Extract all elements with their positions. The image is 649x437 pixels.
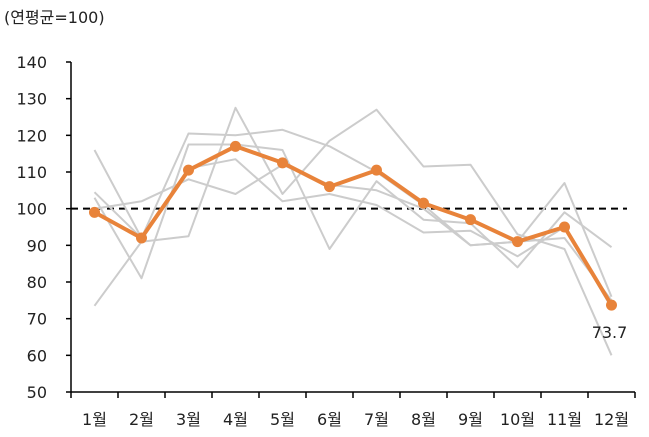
background-series-layer	[93, 106, 613, 356]
main-series-point-6	[324, 181, 335, 193]
background-series-line-1	[93, 128, 613, 298]
y-tick-label-120: 120	[16, 126, 47, 145]
y-tick-label-50: 50	[27, 383, 47, 402]
background-series-line-3	[93, 143, 613, 280]
main-series-point-2	[136, 232, 147, 244]
axis-layer	[66, 61, 636, 398]
main-series-point-5	[277, 157, 288, 169]
y-tick-label-80: 80	[27, 273, 47, 292]
x-tick-label-8: 8월	[411, 410, 436, 429]
main-series-end-label: 73.7	[592, 323, 628, 342]
main-series-point-1	[89, 206, 100, 218]
x-tick-label-5: 5월	[270, 410, 295, 429]
main-series-point-12	[606, 299, 617, 311]
y-tick-label-90: 90	[27, 236, 47, 255]
y-tick-label-60: 60	[27, 346, 47, 365]
x-tick-label-9: 9월	[458, 410, 483, 429]
x-tick-label-7: 7월	[364, 410, 389, 429]
main-series-point-4	[230, 140, 241, 152]
main-series-point-11	[559, 221, 570, 233]
y-tick-label-140: 140	[16, 53, 47, 72]
x-tick-label-3: 3월	[176, 410, 201, 429]
background-series-line-2	[93, 106, 613, 356]
main-series-point-7	[371, 164, 382, 176]
main-series-point-9	[465, 214, 476, 226]
x-tick-label-12: 12월	[594, 410, 629, 429]
y-tick-label-100: 100	[16, 200, 47, 219]
main-series-layer	[89, 140, 617, 311]
x-tick-label-1: 1월	[82, 410, 107, 429]
y-tick-label-110: 110	[16, 163, 47, 182]
label-layer: 50 60 70 80 90 100 110 120 130 140 1월 2월 3월 4월 5월 6월 7월 8…	[16, 53, 629, 429]
y-tick-label-130: 130	[16, 90, 47, 109]
y-tick-label-70: 70	[27, 310, 47, 329]
main-series-point-3	[183, 164, 194, 176]
main-series-point-10	[512, 236, 523, 248]
x-tick-label-11: 11월	[547, 410, 582, 429]
x-tick-label-2: 2월	[129, 410, 154, 429]
main-series-line	[92, 144, 614, 308]
x-tick-label-6: 6월	[317, 410, 342, 429]
main-series-point-8	[418, 197, 429, 209]
x-tick-label-4: 4월	[223, 410, 248, 429]
x-tick-label-10: 10월	[500, 410, 535, 429]
background-series-line-5	[93, 158, 613, 309]
unit-label: (연평균=100)	[4, 8, 105, 27]
background-series-line-4	[94, 163, 613, 301]
